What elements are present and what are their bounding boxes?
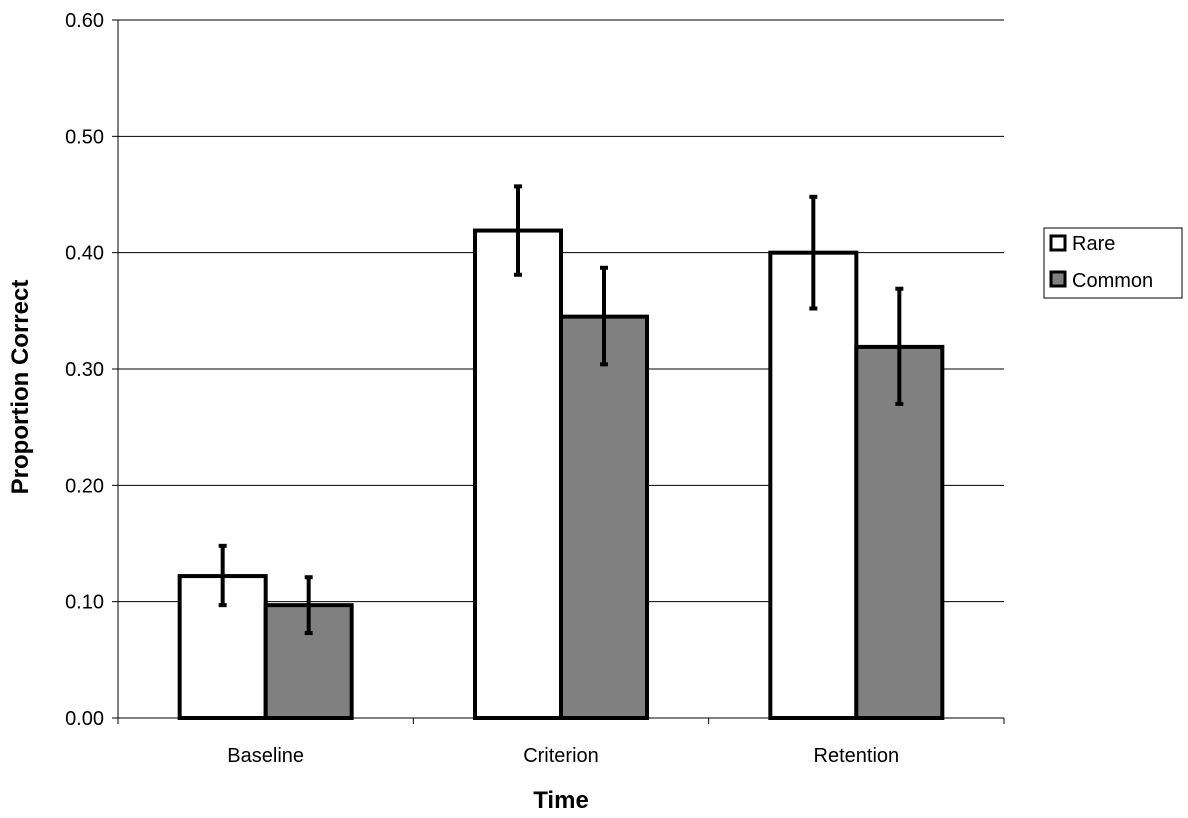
bar-common (854, 344, 945, 720)
error-bar-common (895, 286, 904, 406)
error-bar-rare (809, 194, 818, 311)
bar-common (559, 314, 649, 720)
x-tick-label: Criterion (523, 745, 599, 767)
y-tick-label: 0.20 (65, 475, 104, 497)
legend-label-rare: Rare (1072, 233, 1115, 255)
legend-swatch-rare (1049, 234, 1067, 252)
legend-label-common: Common (1072, 270, 1153, 292)
x-axis-title: Time (533, 787, 589, 814)
y-tick-label: 0.50 (65, 126, 104, 148)
legend: Rare Common (1043, 227, 1183, 299)
error-bar-common (600, 265, 608, 367)
bar-rare (473, 228, 563, 721)
y-tick-labels: 0.00 0.10 0.20 0.30 0.40 0.50 0.60 (65, 10, 118, 730)
x-tick-labels: Baseline Criterion Retention (117, 718, 1005, 767)
y-tick-label: 0.00 (65, 708, 104, 730)
bar-rare (768, 250, 859, 721)
x-tick-label: Retention (814, 745, 900, 767)
error-bars (218, 184, 904, 636)
y-tick-label: 0.10 (65, 592, 104, 614)
error-bar-common (304, 575, 313, 636)
error-bar-rare (514, 184, 522, 277)
x-tick-label: Baseline (227, 745, 304, 767)
bars (177, 228, 945, 721)
y-tick-label: 0.40 (65, 243, 104, 265)
error-bar-rare (218, 543, 227, 608)
legend-swatch-common (1049, 270, 1067, 288)
y-tick-label: 0.30 (65, 359, 104, 381)
y-axis-title: Proportion Correct (7, 280, 34, 495)
y-tick-label: 0.60 (65, 10, 104, 32)
legend-frame (1043, 227, 1183, 299)
